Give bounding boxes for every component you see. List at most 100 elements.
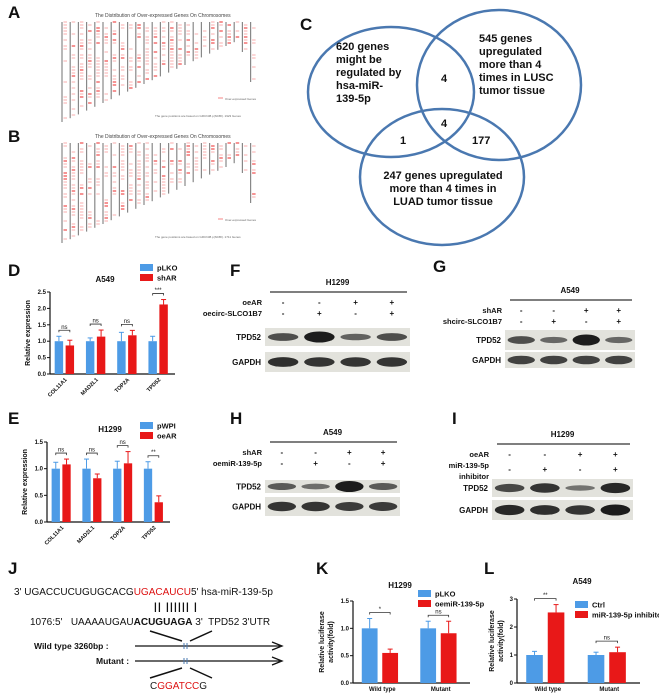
chart-e-legend-swatch (140, 422, 153, 429)
panel-f-band-gapdh (267, 357, 299, 367)
panel-f-row-label: oeAR (242, 298, 262, 307)
chart-d-bar-plko (85, 341, 95, 374)
chart-k-title: H1299 (388, 581, 412, 590)
panel-g-band-tpd52 (605, 336, 633, 344)
venn-set1-label: 620 genes might be regulated by hsa-miR- 139… (336, 41, 402, 105)
panel-f-band-tpd52 (340, 333, 371, 341)
panel-f-band-tpd52 (267, 333, 299, 341)
panel-i-blot-strip (492, 479, 633, 497)
chart-d-significance-bracket (152, 293, 164, 296)
panel-g-band-tpd52 (507, 336, 535, 344)
panel-i-band-gapdh (565, 505, 595, 515)
panel-f-band-tpd52 (304, 331, 335, 343)
chart-d-legend-swatch (140, 274, 153, 281)
chart-d-significance-bracket (89, 323, 102, 327)
chart-d-legend-swatch (140, 264, 153, 271)
chart-e-legend-label: pWPI (157, 422, 176, 431)
panel-i-sign: + (613, 450, 618, 459)
chart-l-legend-label: Ctrl (592, 601, 605, 610)
chart-k-legend-swatch (418, 600, 431, 607)
panel-f-band-label: TPD52 (236, 333, 261, 342)
chart-d-legend-label: pLKO (157, 264, 178, 273)
mutant-zoom-lines (149, 667, 213, 679)
chart-k-y-axis-label: activity(fold) (328, 621, 335, 663)
panel-f-row-label: oecirc-SLCO1B7 (203, 309, 262, 318)
panel-h-band-tpd52 (368, 483, 398, 490)
chart-e-title: H1299 (98, 425, 122, 434)
panel-g-row-label: shAR (482, 306, 502, 315)
chromosome-a-legend: Over-expressed Genes (225, 97, 257, 101)
chart-e-significance-bracket (147, 455, 160, 458)
panel-g-blot-strip (505, 330, 635, 350)
chart-l-legend-label: miR-139-5p inhibitor (592, 611, 659, 620)
panel-i-sign: + (543, 465, 548, 474)
panel-label-d: D (8, 261, 21, 280)
chart-k-legend-label: oemiR-139-5p (435, 600, 485, 609)
chromosome-b-footnote: The gene positions are based on GRCh38.p… (155, 235, 241, 239)
panel-label-f: F (230, 261, 241, 280)
chart-k-bar-plko (361, 628, 378, 683)
chart-l-y-tick-label: 3 (510, 597, 514, 603)
chart-d-significance-bracket (121, 323, 133, 327)
panel-i-band-tpd52 (530, 483, 560, 493)
panel-g-sign: + (616, 306, 621, 315)
chart-e-y-tick-label: 1.0 (35, 467, 44, 473)
chart-l-bar-mir-139-5p-inhibitor (547, 612, 565, 683)
panel-h-sign: + (381, 459, 386, 468)
panel-i-sign: - (508, 450, 511, 459)
chart-e-significance-bracket (55, 452, 67, 456)
chromosome-b-legend: Over-expressed Genes (225, 218, 257, 222)
panel-f-sign: - (282, 298, 285, 307)
panel-h-band-label: TPD52 (236, 483, 261, 492)
panel-i-band-tpd52 (494, 483, 525, 493)
chart-k-x-tick-label: Wild type (369, 687, 396, 693)
chart-d-bar-shar (96, 336, 106, 374)
panel-f-sign: + (317, 309, 322, 318)
chart-d-y-axis-label: Relative expression (25, 300, 32, 366)
panel-h-band-gapdh (301, 501, 330, 512)
panel-label-j: J (8, 559, 18, 578)
chart-d-bar-shar (159, 304, 168, 374)
venn-count-23: 177 (472, 135, 491, 147)
chart-d-significance-label: *** (155, 288, 163, 294)
panel-i-row-label: oeAR (469, 450, 489, 459)
panel-label-a: A (8, 3, 21, 22)
mutant-sequence-part: G (199, 681, 208, 692)
panel-i-sign: - (508, 465, 511, 474)
chart-d-y-tick-label: 0.0 (38, 372, 47, 378)
panel-h-sign: - (281, 459, 284, 468)
panel-f-band-gapdh (376, 357, 408, 367)
mirna-sequence: 3' UGACCUCUGUGCACGUGACAUCU5' hsa-miR-139… (14, 587, 273, 598)
chart-e-y-tick-label: 0.0 (35, 520, 44, 526)
chart-k-legend-label: pLKO (435, 590, 456, 599)
chart-d-significance-label: ns (92, 319, 98, 325)
chart-d-y-tick-label: 0.5 (38, 356, 47, 362)
chart-k-significance-bracket (369, 612, 391, 615)
chart-e-legend-label: oeAR (157, 432, 177, 441)
panel-i-sign: + (613, 465, 618, 474)
chart-e-significance-label: ** (151, 450, 156, 456)
panel-label-e: E (8, 409, 20, 428)
chart-d-x-tick-label: TPD52 (146, 377, 162, 393)
mutant-sequence: CGGATCCG (150, 682, 207, 692)
panel-i-sign: + (578, 450, 583, 459)
chromosome-b-title: The Distribution of Over-expressed Genes… (95, 134, 231, 140)
panel-f-sign: + (390, 309, 395, 318)
chromosome-a-footnote: The gene positions are based on GRCh38.p… (155, 114, 241, 118)
chart-l-y-tick-label: 2 (510, 625, 514, 631)
chart-d-x-tick-label: COL11A1 (47, 377, 69, 399)
panel-i-band-label: GAPDH (459, 506, 488, 515)
panel-g-sign: + (616, 317, 621, 326)
panel-f-sign: - (318, 298, 321, 307)
venn-count-12: 4 (441, 73, 448, 85)
panel-i-band-gapdh (494, 504, 525, 516)
chart-l-legend-swatch (575, 601, 588, 608)
panel-label-i: I (452, 409, 457, 428)
chart-e-significance-bracket (116, 445, 129, 448)
wild-type-label: Wild type 3260bp : (34, 641, 109, 651)
chart-e-x-tick-label: MAD2L1 (76, 525, 96, 545)
chart-l-y-axis-label: Relative luciferase (489, 610, 496, 672)
chart-l-x-tick-label: Wild type (534, 687, 561, 693)
panel-h-cell-line: A549 (323, 428, 343, 437)
panel-h-band-label: GAPDH (232, 503, 261, 512)
